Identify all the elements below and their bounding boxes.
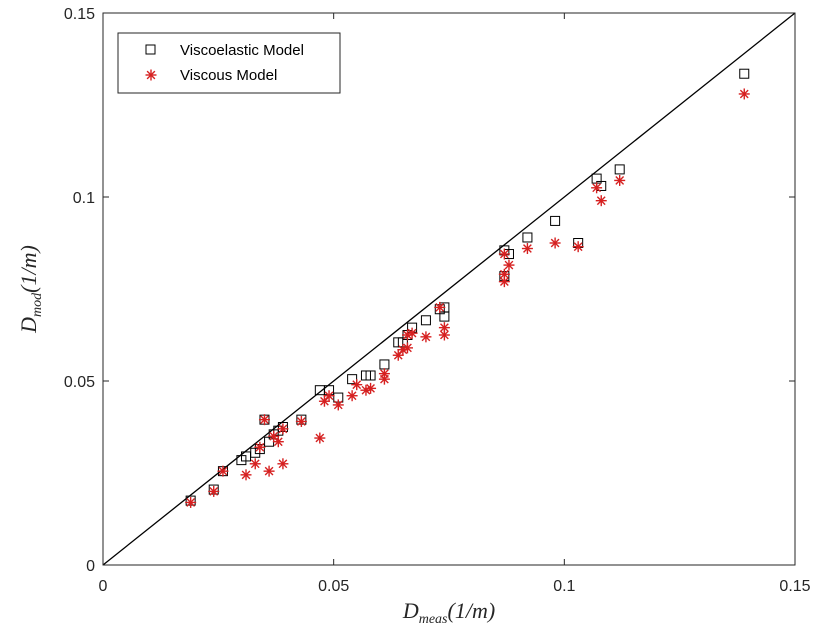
- y-axis-label: Dmod(1/m): [16, 245, 45, 334]
- y-tick-label: 0.15: [64, 6, 95, 23]
- data-point-asterisk: [549, 237, 561, 249]
- data-point-asterisk: [208, 485, 220, 497]
- legend-box: [117, 32, 341, 94]
- y-tick-label: 0: [86, 558, 95, 575]
- x-tick-label: 0.1: [553, 578, 575, 595]
- data-point-asterisk: [314, 432, 326, 444]
- y-tick-label: 0.05: [64, 374, 95, 391]
- legend-marker-viscoelastic: [145, 44, 156, 55]
- data-point-asterisk: [295, 415, 307, 427]
- data-point-asterisk: [438, 329, 450, 341]
- legend-marker-viscous: [145, 69, 157, 81]
- series-viscous: [185, 88, 750, 508]
- data-point-square: [522, 232, 533, 243]
- data-point-asterisk: [420, 331, 432, 343]
- x-tick-label: 0.05: [318, 578, 349, 595]
- data-point-asterisk: [572, 241, 584, 253]
- x-axis-label-main: D: [402, 598, 419, 623]
- legend-label-viscous: Viscous Model: [180, 67, 277, 84]
- data-point-asterisk: [434, 301, 446, 313]
- data-point-asterisk: [498, 248, 510, 260]
- y-axis-label-main: D: [16, 317, 41, 334]
- y-tick-label: 0.1: [73, 190, 95, 207]
- y-axis-label-unit: (1/m): [16, 245, 41, 293]
- ticks-layer: 0 0.05 0.1 0.15 0 0.05 0.1 0.15: [64, 6, 811, 595]
- data-point-asterisk: [595, 195, 607, 207]
- data-point-square: [347, 374, 358, 385]
- data-point-asterisk: [217, 465, 229, 477]
- data-point-asterisk: [346, 390, 358, 402]
- data-point-square: [420, 315, 431, 326]
- legend-asterisk-glyph: [145, 69, 157, 81]
- legend: Viscoelastic Model Viscous Model: [117, 32, 341, 94]
- data-point-asterisk: [263, 465, 275, 477]
- data-point-asterisk: [258, 414, 270, 426]
- data-points-layer: [185, 68, 750, 508]
- y-axis-label-sub: mod: [30, 292, 45, 317]
- x-axis-label: Dmeas(1/m): [402, 598, 495, 627]
- legend-label-viscoelastic: Viscoelastic Model: [180, 42, 304, 59]
- data-point-asterisk: [397, 344, 409, 356]
- x-tick-label: 0.15: [779, 578, 810, 595]
- plot-area-frame: [102, 12, 796, 566]
- data-point-asterisk: [503, 259, 515, 271]
- data-point-asterisk: [323, 390, 335, 402]
- data-point-asterisk: [401, 329, 413, 341]
- data-point-asterisk: [351, 379, 363, 391]
- data-point-asterisk: [332, 399, 344, 411]
- data-point-asterisk: [254, 441, 266, 453]
- x-axis-label-unit: (1/m): [448, 598, 496, 623]
- data-point-asterisk: [268, 430, 280, 442]
- data-point-square: [614, 164, 625, 175]
- data-point-asterisk: [738, 88, 750, 100]
- data-point-asterisk: [378, 368, 390, 380]
- data-point-asterisk: [272, 436, 284, 448]
- data-point-asterisk: [614, 174, 626, 186]
- data-point-asterisk: [240, 469, 252, 481]
- data-point-asterisk: [277, 458, 289, 470]
- data-point-square: [739, 68, 750, 79]
- data-point-square: [550, 215, 561, 226]
- data-point-asterisk: [277, 423, 289, 435]
- data-point-asterisk: [591, 182, 603, 194]
- data-point-square: [365, 370, 376, 381]
- data-point-asterisk: [360, 384, 372, 396]
- data-point-asterisk: [406, 327, 418, 339]
- data-point-asterisk: [185, 496, 197, 508]
- data-point-asterisk: [365, 382, 377, 394]
- data-point-asterisk: [498, 268, 510, 280]
- x-tick-label: 0: [99, 578, 108, 595]
- data-point-asterisk: [401, 342, 413, 354]
- data-point-asterisk: [521, 243, 533, 255]
- x-axis-label-sub: meas: [419, 612, 448, 627]
- data-point-asterisk: [249, 458, 261, 470]
